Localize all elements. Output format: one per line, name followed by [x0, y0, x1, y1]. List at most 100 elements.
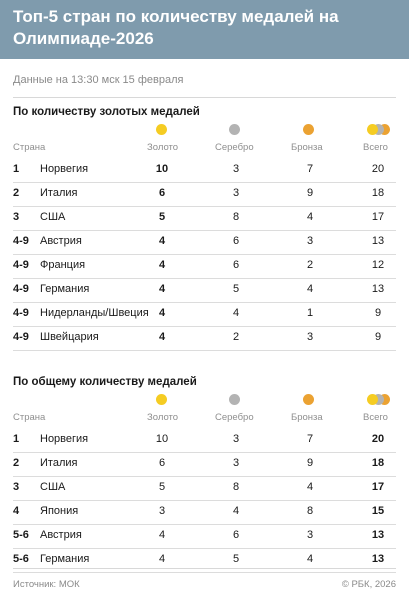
column-header-bronze: Бронза — [291, 412, 323, 423]
table-row: 2 Италия 6 3 9 18 — [13, 452, 396, 477]
table-row: 4 Япония 3 4 8 15 — [13, 500, 396, 525]
table-row: 2 Италия 6 3 9 18 — [13, 182, 396, 207]
table-header: Страна Золото Серебро Бронза Всего — [13, 392, 396, 428]
all-medals-icon — [367, 394, 391, 405]
gold-count-cell: 4 — [158, 307, 166, 319]
total-count-cell: 9 — [374, 307, 382, 319]
gold-count-cell: 6 — [158, 457, 166, 469]
copyright: © РБК, 2026 — [341, 579, 396, 590]
table-title: По количеству золотых медалей — [13, 106, 200, 118]
bronze-count-cell: 3 — [306, 235, 314, 247]
divider — [13, 568, 396, 569]
total-count-cell: 17 — [371, 211, 385, 223]
rank-cell: 5-6 — [13, 529, 29, 541]
bronze-count-cell: 4 — [306, 553, 314, 565]
table-row: 4-9 Австрия 4 6 3 13 — [13, 230, 396, 255]
silver-count-cell: 3 — [232, 163, 240, 175]
bronze-count-cell: 8 — [306, 505, 314, 517]
all-medals-icon — [367, 124, 391, 135]
country-cell: Австрия — [40, 529, 82, 541]
bronze-count-cell: 4 — [306, 283, 314, 295]
total-count-cell: 18 — [371, 187, 385, 199]
country-cell: Франция — [40, 259, 86, 271]
silver-count-cell: 3 — [232, 433, 240, 445]
gold-count-cell: 5 — [158, 211, 166, 223]
gold-count-cell: 4 — [158, 553, 166, 565]
bronze-medal-icon — [303, 124, 314, 135]
total-count-cell: 18 — [371, 457, 385, 469]
silver-count-cell: 5 — [232, 283, 240, 295]
table-row: 4-9 Нидерланды/Швеция 4 4 1 9 — [13, 302, 396, 327]
source-note: Источник: МОК — [13, 579, 80, 590]
country-cell: Норвегия — [40, 163, 89, 175]
total-count-cell: 20 — [371, 163, 385, 175]
rank-cell: 4-9 — [13, 307, 29, 319]
divider — [13, 97, 396, 98]
column-header-gold: Золото — [147, 412, 179, 423]
gold-count-cell: 5 — [158, 481, 166, 493]
total-count-cell: 9 — [374, 331, 382, 343]
gold-count-cell: 4 — [158, 331, 166, 343]
silver-count-cell: 3 — [232, 187, 240, 199]
gold-count-cell: 4 — [158, 283, 166, 295]
bronze-count-cell: 1 — [306, 307, 314, 319]
rank-cell: 1 — [13, 163, 20, 175]
gold-count-cell: 10 — [155, 163, 169, 175]
bronze-count-cell: 4 — [306, 481, 314, 493]
rank-cell: 4-9 — [13, 235, 29, 247]
country-cell: Швейцария — [40, 331, 99, 343]
country-cell: Япония — [40, 505, 79, 517]
column-header-total: Всего — [363, 412, 388, 423]
country-cell: Норвегия — [40, 433, 89, 445]
bronze-medal-icon — [303, 394, 314, 405]
table-row: 3 США 5 8 4 17 — [13, 206, 396, 231]
bronze-count-cell: 9 — [306, 187, 314, 199]
total-count-cell: 13 — [371, 529, 385, 541]
rank-cell: 2 — [13, 187, 20, 199]
silver-count-cell: 8 — [232, 481, 240, 493]
country-cell: Австрия — [40, 235, 82, 247]
rank-cell: 2 — [13, 457, 20, 469]
silver-count-cell: 4 — [232, 307, 240, 319]
column-header-gold: Золото — [147, 142, 179, 153]
gold-count-cell: 3 — [158, 505, 166, 517]
silver-count-cell: 3 — [232, 457, 240, 469]
gold-medal-icon — [156, 124, 167, 135]
country-cell: Нидерланды/Швеция — [40, 307, 149, 319]
bronze-count-cell: 4 — [306, 211, 314, 223]
header-banner: Топ-5 стран по количеству медалей на Оли… — [0, 0, 409, 59]
gold-count-cell: 4 — [158, 235, 166, 247]
column-header-silver: Серебро — [215, 412, 254, 423]
country-cell: Италия — [40, 187, 78, 199]
table-row: 5-6 Австрия 4 6 3 13 — [13, 524, 396, 549]
bronze-count-cell: 2 — [306, 259, 314, 271]
bronze-count-cell: 3 — [306, 529, 314, 541]
rank-cell: 3 — [13, 211, 20, 223]
table-row: 1 Норвегия 10 3 7 20 — [13, 158, 396, 183]
total-count-cell: 13 — [371, 283, 385, 295]
rank-cell: 4-9 — [13, 259, 29, 271]
gold-count-cell: 6 — [158, 187, 166, 199]
total-count-cell: 12 — [371, 259, 385, 271]
country-cell: США — [40, 211, 66, 223]
gold-medal-icon — [156, 394, 167, 405]
country-cell: США — [40, 481, 66, 493]
silver-count-cell: 6 — [232, 235, 240, 247]
rank-cell: 1 — [13, 433, 20, 445]
total-count-cell: 15 — [371, 505, 385, 517]
table-row: 3 США 5 8 4 17 — [13, 476, 396, 501]
rank-cell: 3 — [13, 481, 20, 493]
total-count-cell: 20 — [371, 433, 385, 445]
total-count-cell: 13 — [371, 553, 385, 565]
gold-count-cell: 4 — [158, 529, 166, 541]
total-count-cell: 17 — [371, 481, 385, 493]
silver-count-cell: 6 — [232, 259, 240, 271]
silver-count-cell: 2 — [232, 331, 240, 343]
page-title: Топ-5 стран по количеству медалей на Оли… — [13, 7, 339, 48]
bronze-count-cell: 3 — [306, 331, 314, 343]
silver-count-cell: 6 — [232, 529, 240, 541]
rank-cell: 4-9 — [13, 283, 29, 295]
silver-medal-icon — [229, 124, 240, 135]
column-header-country: Страна — [13, 412, 46, 423]
table-title: По общему количеству медалей — [13, 376, 197, 388]
